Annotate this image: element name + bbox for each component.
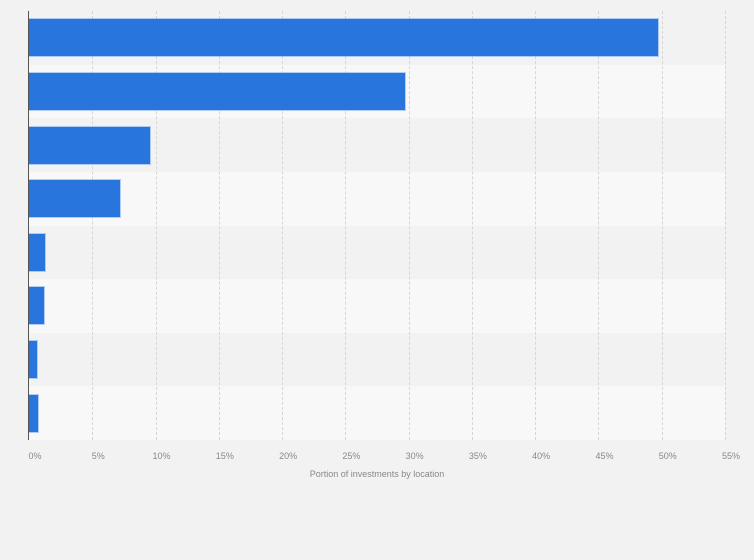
gridline <box>598 11 600 440</box>
x-tick-label: 40% <box>532 451 551 461</box>
x-axis-title: Portion of investments by location <box>309 469 445 479</box>
gridline <box>725 11 726 440</box>
bar[interactable] <box>29 19 658 57</box>
row-band <box>29 332 725 387</box>
row-band <box>29 279 725 333</box>
bar[interactable] <box>29 233 46 271</box>
bar[interactable] <box>29 394 38 432</box>
x-tick-label: 30% <box>405 451 424 461</box>
x-tick-label: 45% <box>595 451 614 461</box>
bar[interactable] <box>29 341 37 379</box>
gridline <box>282 11 284 440</box>
row-band <box>29 386 725 440</box>
gridline <box>92 11 94 440</box>
plot-area <box>29 11 726 440</box>
gridline <box>218 11 220 440</box>
row-band <box>29 225 725 280</box>
x-tick-label: 0% <box>28 451 42 461</box>
gridline <box>155 11 157 440</box>
x-tick-label: 50% <box>658 451 677 461</box>
gridline <box>661 11 663 440</box>
row-band <box>29 171 725 226</box>
x-tick-label: 55% <box>721 451 741 461</box>
y-axis-line <box>28 11 29 440</box>
bar[interactable] <box>29 126 151 164</box>
x-tick-label: 25% <box>342 451 361 461</box>
gridline <box>345 11 347 440</box>
bar[interactable] <box>29 72 405 110</box>
gridline <box>471 11 473 440</box>
x-tick-label: 15% <box>215 451 234 461</box>
x-tick-label: 20% <box>279 451 298 461</box>
gridline <box>408 11 410 440</box>
bar[interactable] <box>29 287 45 325</box>
bar[interactable] <box>29 180 121 218</box>
x-tick-label: 35% <box>468 451 487 461</box>
gridline <box>535 11 537 440</box>
x-tick-label: 5% <box>91 451 105 461</box>
x-tick-label: 10% <box>152 451 171 461</box>
